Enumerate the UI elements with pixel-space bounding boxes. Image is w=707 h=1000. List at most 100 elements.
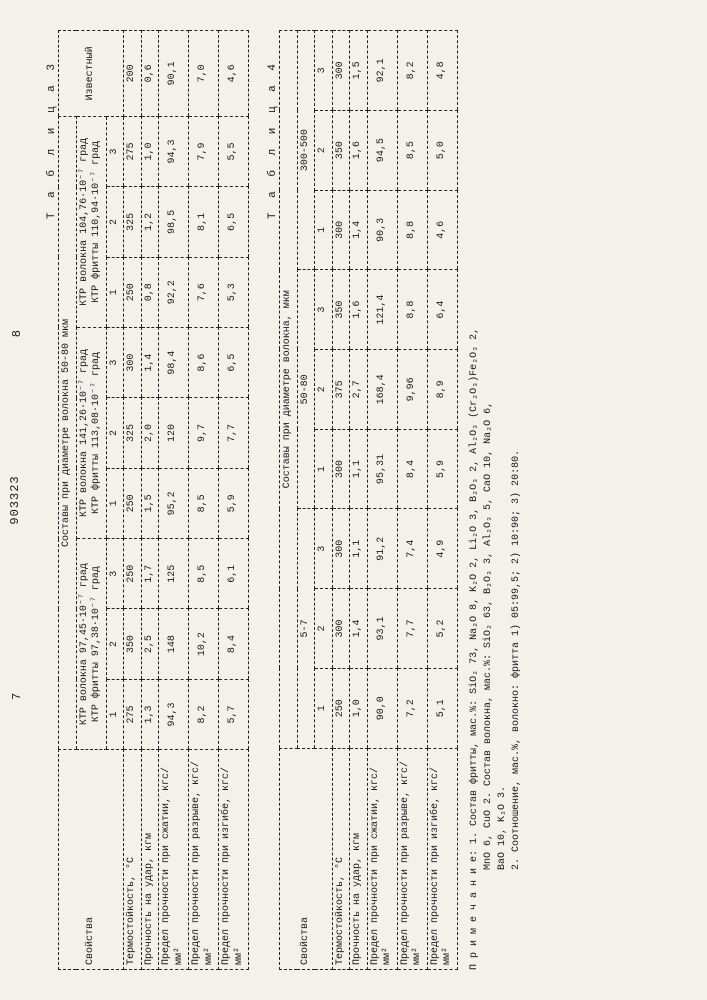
- table4: Свойства Составы при диаметре волокна, м…: [279, 30, 458, 970]
- t4-sc: 2: [315, 110, 333, 190]
- cell: 92,1: [367, 31, 397, 111]
- cell: 5,7: [219, 679, 249, 749]
- cell: 8,1: [189, 187, 219, 257]
- known-cell: 4,6: [219, 31, 249, 117]
- table-row: Предел прочности при разрыве, кгс/мм²7,2…: [397, 31, 427, 970]
- table4-label: Т а б л и ц а 4: [267, 30, 279, 970]
- cell: 93,1: [367, 589, 397, 669]
- cell: 1,4: [350, 190, 368, 270]
- row-label: Предел прочности при разрыве, кгс/мм²: [189, 750, 219, 970]
- cell: 1,7: [141, 539, 159, 609]
- cell: 8,5: [189, 539, 219, 609]
- cell: 0,8: [141, 257, 159, 327]
- document-number: 903323: [8, 0, 22, 1000]
- cell: 250: [332, 668, 350, 748]
- cell: 1,6: [350, 270, 368, 350]
- notes-n1: 1. Состав фритты, мас.%: SiO₂ 73, Na₂O 8…: [469, 328, 480, 844]
- cell: 94,5: [367, 110, 397, 190]
- t4-sc: 1: [315, 429, 333, 509]
- cell: 8,5: [397, 110, 427, 190]
- cell: 8,8: [397, 190, 427, 270]
- cell: 1,5: [141, 468, 159, 538]
- cell: 7,7: [397, 589, 427, 669]
- cell: 148: [159, 609, 189, 679]
- known-cell: 0,6: [141, 31, 159, 117]
- known-cell: 90,1: [159, 31, 189, 117]
- cell: 92,2: [159, 257, 189, 327]
- table-row: Прочность на удар, кгм1,01,41,11,12,71,6…: [350, 31, 368, 970]
- cell: 300: [124, 327, 142, 397]
- notes-lead: П р и м е ч а н и е:: [469, 850, 480, 970]
- cell: 95,2: [159, 468, 189, 538]
- cell: 8,8: [397, 270, 427, 350]
- cell: 5,9: [427, 429, 457, 509]
- cell: 5,2: [427, 589, 457, 669]
- table-row: Предел прочности при изгибе, кгс/мм²5,15…: [427, 31, 457, 970]
- cell: 350: [332, 110, 350, 190]
- page-number-right: 8: [10, 330, 24, 337]
- cell: 94,3: [159, 679, 189, 749]
- cell: 300: [332, 429, 350, 509]
- cell: 350: [332, 270, 350, 350]
- cell: 8,2: [189, 679, 219, 749]
- row-label: Термостойкость, °С: [332, 748, 350, 969]
- cell: 2,0: [141, 398, 159, 468]
- notes-n1c: BaO 10, K₂O 3.: [496, 30, 510, 970]
- cell: 8,2: [397, 31, 427, 111]
- cell: 95,31: [367, 429, 397, 509]
- cell: 125: [159, 539, 189, 609]
- cell: 4,8: [427, 31, 457, 111]
- notes-n1b: MnO 6, CuO 2. Состав волокна, мас.%: SiO…: [482, 30, 496, 970]
- t3-sc: 1: [106, 679, 124, 749]
- page-number-left: 7: [10, 693, 24, 700]
- table-row: Прочность на удар, кгм1,32,51,71,52,01,4…: [141, 31, 159, 970]
- cell: 4,9: [427, 509, 457, 589]
- cell: 1,0: [350, 668, 368, 748]
- cell: 8,9: [427, 349, 457, 429]
- cell: 9,96: [397, 349, 427, 429]
- t3-sc: 3: [106, 116, 124, 186]
- cell: 7,2: [397, 668, 427, 748]
- cell: 94,3: [159, 116, 189, 186]
- known-cell: 200: [124, 31, 142, 117]
- cell: 9,7: [189, 398, 219, 468]
- t3-sc: 3: [106, 327, 124, 397]
- cell: 8,5: [189, 468, 219, 538]
- t4-sc: 2: [315, 589, 333, 669]
- table-row: Предел прочности при разрыве, кгс/мм²8,2…: [189, 31, 219, 970]
- t4-sc: 3: [315, 509, 333, 589]
- cell: 300: [332, 190, 350, 270]
- cell: 5,0: [427, 110, 457, 190]
- cell: 300: [332, 31, 350, 111]
- row-label: Прочность на удар, кгм: [141, 750, 159, 970]
- table4-props-header: Свойства: [280, 748, 333, 969]
- t3-sc: 2: [106, 187, 124, 257]
- cell: 1,0: [141, 116, 159, 186]
- cell: 1,4: [350, 589, 368, 669]
- cell: 375: [332, 349, 350, 429]
- t4-range1: 5-7: [297, 509, 315, 748]
- cell: 6,5: [219, 187, 249, 257]
- row-label: Предел прочности при разрыве, кгс/мм²: [397, 748, 427, 969]
- cell: 7,9: [189, 116, 219, 186]
- t4-sc: 3: [315, 270, 333, 350]
- table3-group-header: Составы при диаметре волокна 50-80 мкм: [59, 116, 77, 749]
- t4-range3: 300-500: [297, 31, 315, 270]
- cell: 6,5: [219, 327, 249, 397]
- table3-block3: КТР волокна 104,76·10⁻⁷ град КТР фритты …: [76, 116, 106, 327]
- cell: 7,7: [219, 398, 249, 468]
- cell: 1,4: [141, 327, 159, 397]
- table-row: Предел прочности при изгибе, кгс/мм²5,78…: [219, 31, 249, 970]
- row-label: Предел прочности при изгибе, кгс/мм²: [427, 748, 457, 969]
- table4-body: Термостойкость, °С2503003003003753503003…: [332, 31, 457, 970]
- t3-sc: 2: [106, 609, 124, 679]
- table3-block2: КТР волокна 141,26·10⁻⁷ град КТР фритты …: [76, 327, 106, 538]
- cell: 325: [124, 398, 142, 468]
- cell: 7,6: [189, 257, 219, 327]
- cell: 250: [124, 257, 142, 327]
- cell: 168,4: [367, 349, 397, 429]
- table-row: Предел прочности при сжатии, кгс/мм²90,0…: [367, 31, 397, 970]
- t4-sc: 1: [315, 190, 333, 270]
- cell: 1,1: [350, 429, 368, 509]
- table-row: Термостойкость, °С2503003003003753503003…: [332, 31, 350, 970]
